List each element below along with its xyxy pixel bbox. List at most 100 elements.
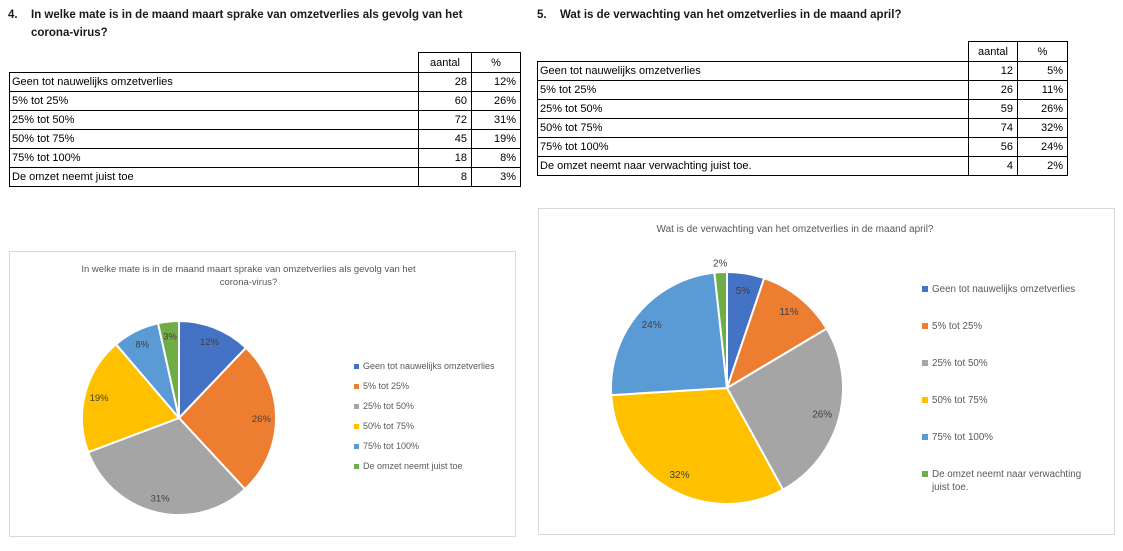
- row-label-cell: De omzet neemt juist toe: [9, 167, 419, 187]
- row-label-cell: Geen tot nauwelijks omzetverlies: [537, 61, 969, 81]
- table-header-spacer: [10, 53, 419, 73]
- pie-label: 24%: [642, 320, 662, 331]
- legend-item: 50% tot 75%: [922, 394, 1094, 407]
- chart-legend: Geen tot nauwelijks omzetverlies 5% tot 2…: [922, 283, 1094, 494]
- legend-marker-icon: [354, 424, 359, 429]
- pie-label: 2%: [713, 258, 728, 269]
- pie-slice-32%: [610, 387, 784, 505]
- legend-label: 75% tot 100%: [363, 441, 420, 451]
- legend-marker-icon: [354, 364, 359, 369]
- legend-label: Geen tot nauwelijks omzetverlies: [932, 284, 1076, 295]
- pie-slice-26%: [178, 346, 278, 491]
- pie-slice-12%: [178, 320, 247, 419]
- chart-q4-march-pie: In welke mate is in de maand maart sprak…: [9, 251, 516, 537]
- pie-label: 31%: [151, 494, 171, 505]
- legend-item: 75% tot 100%: [922, 431, 1094, 444]
- row-label-cell: 5% tot 25%: [9, 91, 419, 111]
- legend-label: 5% tot 25%: [363, 381, 410, 391]
- row-aantal-cell: 4: [968, 156, 1018, 176]
- row-percent-cell: 8%: [471, 148, 521, 168]
- row-percent-cell: 12%: [471, 72, 521, 92]
- row-percent-cell: 24%: [1017, 137, 1068, 157]
- chart-title: Wat is de verwachting van het omzetverli…: [539, 223, 1051, 237]
- table-header-spacer: [538, 42, 969, 62]
- row-aantal-cell: 12: [968, 61, 1018, 81]
- table-row: Geen tot nauwelijks omzetverlies 12 5%: [537, 61, 1068, 81]
- legend-label: Geen tot nauwelijks omzetverlies: [363, 361, 495, 371]
- chart-legend: Geen tot nauwelijks omzetverlies 5% tot 2…: [354, 360, 525, 473]
- legend-marker-icon: [354, 444, 359, 449]
- pie-slice-31%: [87, 417, 246, 516]
- table-row: 25% tot 50% 72 31%: [9, 110, 521, 130]
- pie-label: 19%: [90, 393, 110, 404]
- pie-label: 26%: [812, 409, 832, 420]
- legend-item: Geen tot nauwelijks omzetverlies: [922, 283, 1094, 296]
- legend-item: 5% tot 25%: [922, 320, 1094, 333]
- text-line: In welke mate is in de maand maart sprak…: [31, 9, 463, 21]
- question-4-number: 4.: [8, 9, 18, 21]
- row-percent-cell: 3%: [471, 167, 521, 187]
- table-row: 5% tot 25% 26 11%: [537, 80, 1068, 100]
- legend-marker-icon: [922, 471, 928, 477]
- pie-slice-24%: [610, 271, 728, 397]
- question-5-number: 5.: [537, 9, 547, 21]
- pie-label: 11%: [779, 307, 798, 318]
- text-line: corona-virus?: [31, 27, 108, 39]
- question-4-title: In welke mate is in de maand maart sprak…: [31, 6, 501, 42]
- row-label-cell: 50% tot 75%: [537, 118, 969, 138]
- legend-label: 25% tot 50%: [363, 401, 415, 411]
- row-aantal-cell: 74: [968, 118, 1018, 138]
- pie-slice-11%: [726, 277, 828, 389]
- pie-slice-2%: [713, 271, 728, 389]
- legend-item: De omzet neemt naar verwachting juist to…: [922, 468, 1094, 494]
- table-row: Geen tot nauwelijks omzetverlies 28 12%: [9, 72, 521, 92]
- pie-chart-svg: 5% 11% 26% 32% 24% 2%: [610, 258, 844, 505]
- question-5-table: aantal% Geen tot nauwelijks omzetverlies 1…: [537, 41, 1068, 176]
- row-label-cell: 5% tot 25%: [537, 80, 969, 100]
- row-percent-cell: 2%: [1017, 156, 1068, 176]
- row-label-cell: 25% tot 50%: [9, 110, 419, 130]
- legend-label: 50% tot 75%: [363, 421, 415, 431]
- legend-label: De omzet neemt juist toe: [363, 461, 463, 471]
- row-aantal-cell: 60: [418, 91, 472, 111]
- chart-q5-april-pie: Wat is de verwachting van het omzetverli…: [538, 208, 1115, 535]
- legend-label: 50% tot 75%: [932, 395, 988, 406]
- row-percent-cell: 32%: [1017, 118, 1068, 138]
- legend-item: 75% tot 100%: [354, 440, 525, 453]
- table-row: 50% tot 75% 74 32%: [537, 118, 1068, 138]
- table-header-aantal: aantal: [968, 41, 1018, 62]
- legend-marker-icon: [922, 397, 928, 403]
- question-4-table: aantal% Geen tot nauwelijks omzetverlies 2…: [9, 52, 521, 187]
- pie-label: 8%: [135, 340, 149, 351]
- chart-title: In welke mate is in de maand maart sprak…: [10, 263, 487, 289]
- row-aantal-cell: 45: [418, 129, 472, 149]
- row-label-cell: 25% tot 50%: [537, 99, 969, 119]
- pie-label: 3%: [163, 331, 177, 342]
- table-row: 75% tot 100% 18 8%: [9, 148, 521, 168]
- question-5-title: Wat is de verwachting van het omzetverli…: [560, 6, 1080, 24]
- text-line: Wat is de verwachting van het omzetverli…: [560, 9, 902, 21]
- table-row: De omzet neemt juist toe 8 3%: [9, 167, 521, 187]
- table-header-percent: %: [1017, 41, 1068, 62]
- row-aantal-cell: 26: [968, 80, 1018, 100]
- table-row: 75% tot 100% 56 24%: [537, 137, 1068, 157]
- row-percent-cell: 31%: [471, 110, 521, 130]
- pie-slice-26%: [726, 327, 844, 491]
- row-label-cell: Geen tot nauwelijks omzetverlies: [9, 72, 419, 92]
- table-row: 25% tot 50% 59 26%: [537, 99, 1068, 119]
- row-aantal-cell: 28: [418, 72, 472, 92]
- row-percent-cell: 26%: [1017, 99, 1068, 119]
- legend-marker-icon: [922, 434, 928, 440]
- table-row: 50% tot 75% 45 19%: [9, 129, 521, 149]
- legend-label: 25% tot 50%: [932, 358, 988, 369]
- row-label-cell: 50% tot 75%: [9, 129, 419, 149]
- legend-marker-icon: [354, 404, 359, 409]
- row-aantal-cell: 8: [418, 167, 472, 187]
- legend-label: 5% tot 25%: [932, 321, 983, 332]
- question-4-heading: 4. In welke mate is in de maand maart sp…: [8, 6, 508, 42]
- legend-marker-icon: [354, 384, 359, 389]
- table-header-percent: %: [471, 52, 521, 73]
- legend-label: De omzet neemt naar verwachting juist to…: [932, 469, 1082, 493]
- row-percent-cell: 19%: [471, 129, 521, 149]
